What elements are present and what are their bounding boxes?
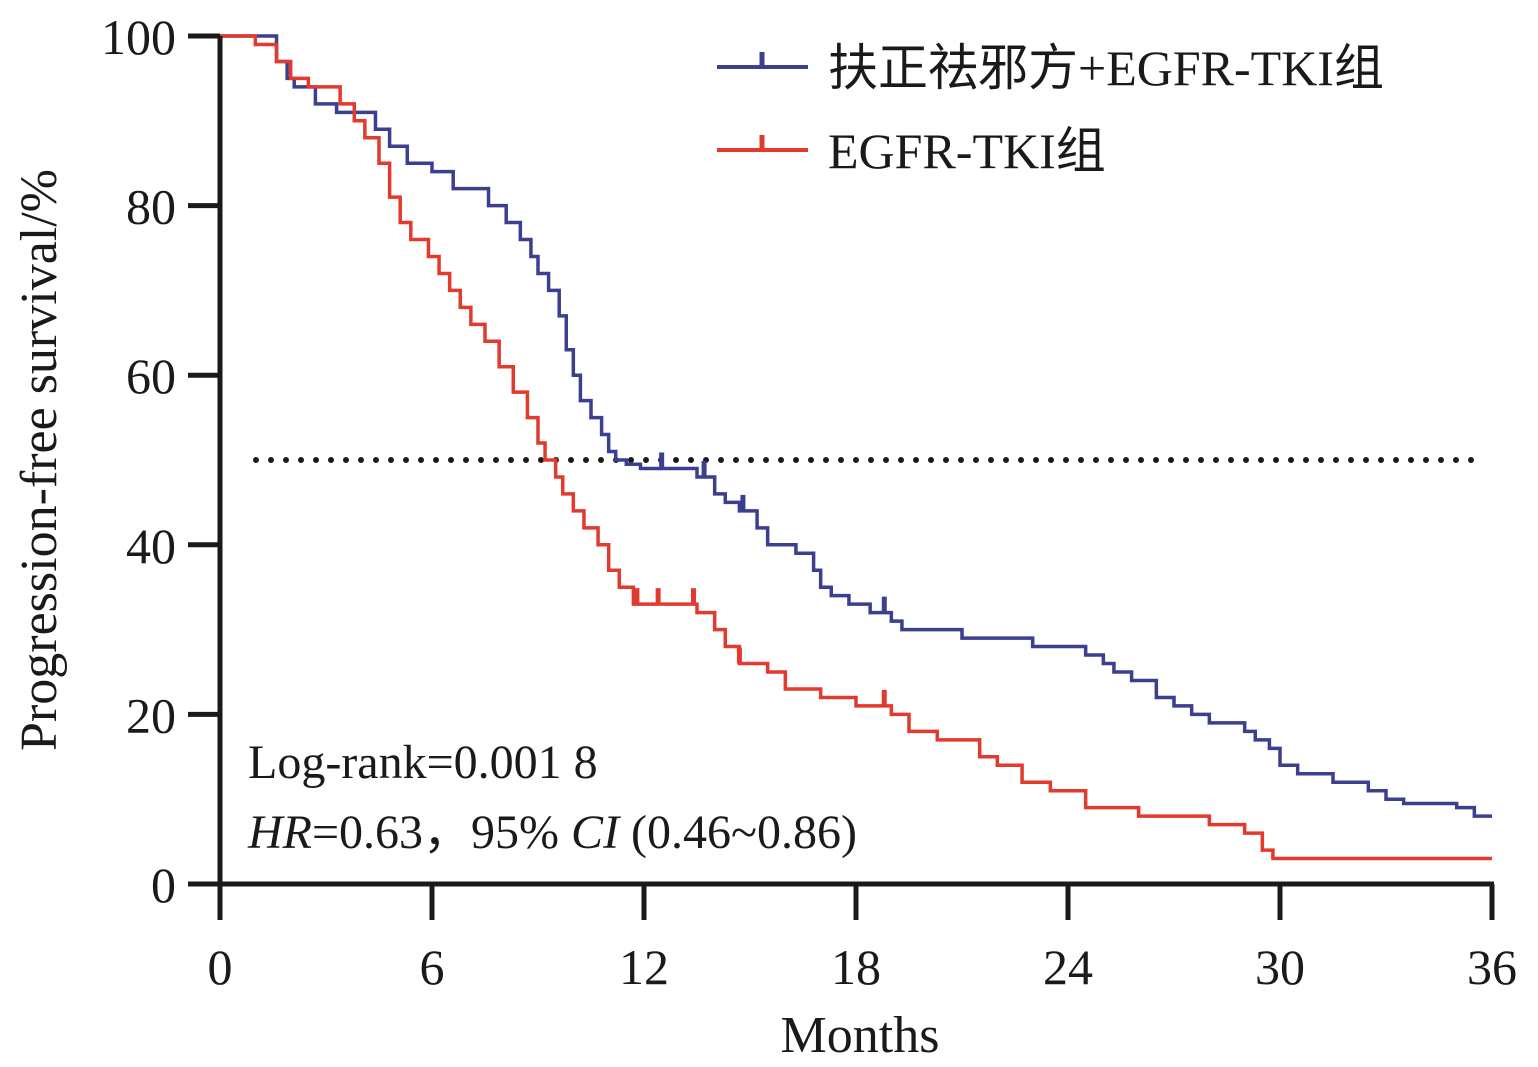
legend-label-combo: 扶正祛邪方+EGFR-TKI组: [828, 40, 1384, 96]
x-tick-label-5: 30: [1255, 939, 1305, 995]
legend-item-combo: 扶正祛邪方+EGFR-TKI组: [717, 40, 1384, 96]
x-tick-label-2: 12: [619, 939, 669, 995]
x-tick-label-1: 6: [420, 939, 445, 995]
y-tick-label-2: 40: [126, 518, 176, 574]
x-tick-label-4: 24: [1043, 939, 1093, 995]
survival-curve-1: [220, 34, 1492, 861]
hr-annotation: HR=0.63，95% CI (0.46~0.86): [247, 806, 857, 859]
x-axis-title: Months: [781, 1007, 940, 1064]
axes: 0 20 40 60 80 100 0 6 12 18 24 30 36: [101, 9, 1517, 995]
series-0: [220, 34, 1492, 818]
hr-label: HR: [247, 806, 312, 859]
ci-label: CI: [571, 806, 621, 859]
y-tick-label-1: 20: [126, 687, 176, 743]
y-tick-label-0: 0: [151, 857, 176, 913]
y-axis-title: Progression-free survival/%: [11, 169, 68, 751]
legend: 扶正祛邪方+EGFR-TKI组 EGFR-TKI组: [717, 40, 1384, 179]
hr-value: =0.63，95%: [312, 806, 571, 859]
y-tick-label-3: 60: [126, 348, 176, 404]
y-tick-label-4: 80: [126, 179, 176, 235]
logrank-annotation: Log-rank=0.001 8: [248, 736, 598, 789]
series-layer: [220, 34, 1492, 861]
legend-item-egfr: EGFR-TKI组: [717, 123, 1106, 179]
x-tick-label-3: 18: [831, 939, 881, 995]
y-tick-label-5: 100: [101, 9, 176, 65]
ci-value: (0.46~0.86): [619, 806, 857, 859]
series-1: [220, 34, 1492, 861]
x-tick-label-0: 0: [208, 939, 233, 995]
x-tick-label-6: 36: [1467, 939, 1517, 995]
legend-label-egfr: EGFR-TKI组: [828, 123, 1106, 179]
survival-curve-0: [220, 34, 1492, 818]
